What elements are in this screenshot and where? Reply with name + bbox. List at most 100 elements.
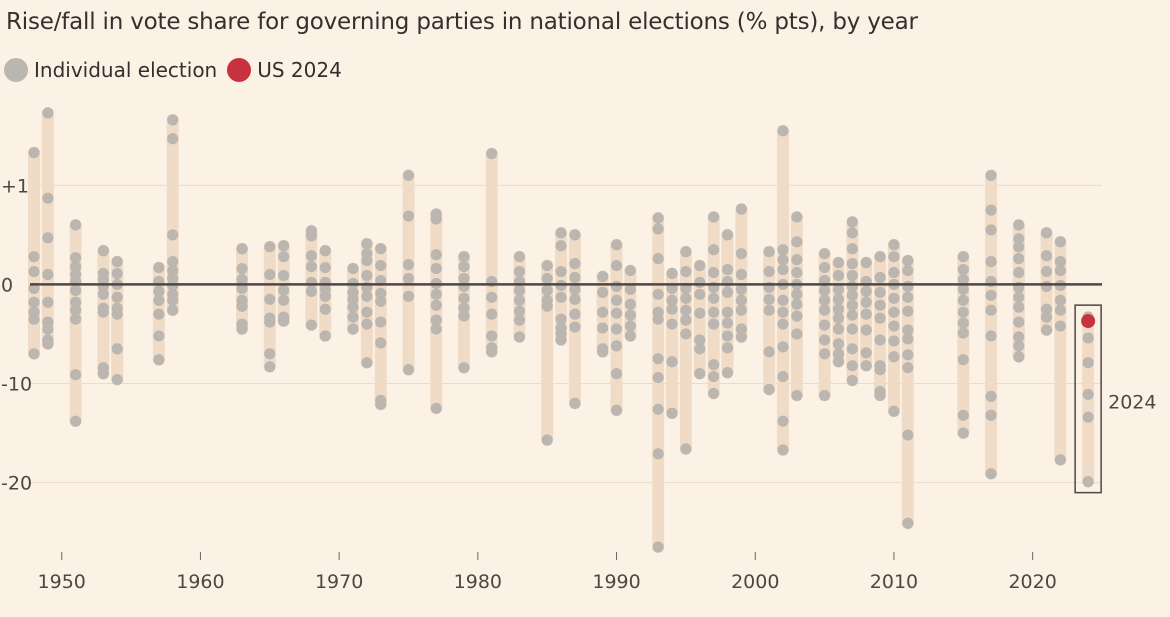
election-dot	[430, 299, 442, 311]
election-dot	[902, 264, 914, 277]
election-dot	[278, 294, 290, 306]
x-tick-label: 1980	[454, 571, 502, 593]
election-dot	[985, 304, 997, 316]
election-dot	[513, 251, 526, 263]
election-dot	[430, 213, 442, 225]
election-dot	[721, 330, 734, 342]
election-dot	[610, 340, 623, 352]
election-dot	[777, 125, 789, 137]
election-dot	[957, 283, 969, 295]
election-dot	[153, 261, 165, 274]
election-dot	[818, 348, 831, 360]
election-dot	[777, 318, 789, 330]
election-dot	[569, 293, 581, 305]
election-dot	[569, 308, 581, 320]
election-dot	[375, 287, 387, 299]
election-dot	[680, 304, 692, 316]
election-dot	[846, 360, 858, 372]
election-dot	[874, 312, 886, 324]
x-tick-label: 2000	[731, 571, 779, 593]
election-dot	[763, 304, 775, 316]
election-dot	[694, 259, 706, 272]
election-dot	[735, 248, 747, 260]
election-dot	[735, 283, 747, 295]
election-dot	[818, 284, 831, 296]
election-dot	[375, 398, 387, 410]
election-dot	[1013, 233, 1025, 245]
election-dot	[458, 260, 470, 273]
election-dot	[1082, 388, 1094, 401]
election-dot	[957, 294, 969, 306]
election-dot	[319, 261, 331, 274]
election-dot	[708, 292, 720, 304]
election-dot	[791, 266, 803, 279]
election-dot	[236, 273, 248, 286]
election-dot	[486, 308, 498, 320]
election-dot	[430, 323, 442, 335]
election-dot	[42, 192, 54, 204]
election-dot	[458, 292, 470, 304]
election-dot	[1013, 219, 1025, 231]
election-dot	[846, 227, 858, 239]
election-dot	[652, 313, 664, 325]
election-dot	[721, 306, 734, 318]
election-dot	[278, 269, 290, 282]
election-dot	[902, 333, 914, 345]
election-dot	[735, 304, 747, 316]
election-dot	[721, 286, 734, 298]
election-dot	[305, 285, 318, 297]
chart-legend: Individual election US 2024	[4, 56, 352, 84]
election-dot	[888, 351, 900, 363]
election-dot	[264, 241, 276, 253]
election-dot	[846, 374, 858, 387]
election-dot	[70, 415, 82, 427]
election-dot	[111, 343, 123, 355]
election-dot	[777, 254, 789, 266]
election-dot	[1054, 256, 1066, 268]
election-dot	[167, 229, 179, 241]
election-dot	[888, 251, 900, 263]
election-dot	[1040, 227, 1053, 239]
election-dot	[458, 302, 470, 314]
election-dot	[278, 284, 290, 296]
election-dot	[42, 338, 54, 350]
election-dot	[361, 238, 373, 250]
election-dot	[361, 269, 373, 282]
election-dot	[735, 268, 747, 281]
election-dot	[486, 148, 498, 160]
election-dot	[957, 306, 969, 318]
election-dot	[70, 219, 82, 231]
election-dot	[777, 370, 789, 383]
election-dot	[818, 248, 831, 260]
election-dot	[666, 303, 678, 315]
election-dot	[1013, 266, 1025, 279]
election-dot	[777, 244, 789, 256]
election-dot	[985, 256, 997, 268]
election-dot	[860, 347, 872, 359]
election-dot	[402, 259, 415, 271]
election-dot	[791, 298, 803, 310]
x-tick-label: 1990	[592, 571, 640, 593]
election-dot	[513, 314, 526, 326]
election-dot	[430, 314, 442, 326]
election-dot	[42, 323, 54, 335]
us-2024-dot	[1081, 314, 1096, 329]
election-dot	[818, 294, 831, 306]
election-dot	[264, 268, 276, 281]
election-dot	[597, 346, 609, 358]
election-dot	[402, 169, 415, 182]
election-dot	[361, 290, 373, 302]
election-dot	[763, 246, 775, 258]
election-dot	[555, 291, 567, 303]
election-dot	[874, 389, 886, 402]
election-dot	[347, 262, 359, 275]
election-dot	[111, 373, 123, 386]
election-dot	[167, 304, 179, 316]
election-dot	[832, 348, 845, 360]
election-dot	[721, 229, 734, 241]
election-dot	[610, 307, 623, 319]
election-dot	[721, 263, 734, 276]
election-dot	[610, 368, 623, 380]
election-dot	[610, 323, 623, 335]
